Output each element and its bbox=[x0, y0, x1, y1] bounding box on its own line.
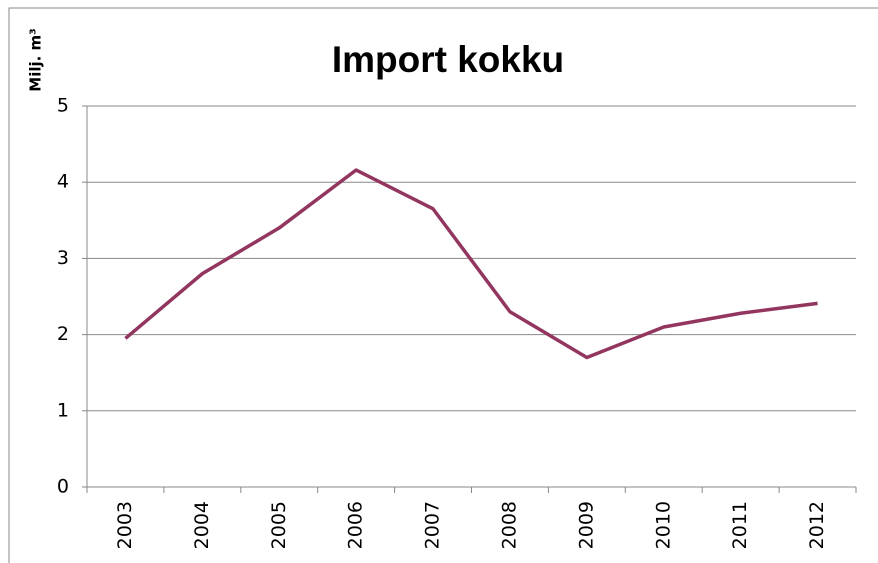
x-tick-label: 2003 bbox=[114, 501, 136, 549]
y-tick-label: 3 bbox=[57, 247, 69, 269]
data-line bbox=[124, 168, 818, 360]
y-tick-label: 2 bbox=[57, 323, 69, 345]
x-tick-label: 2012 bbox=[806, 501, 828, 549]
x-tick-label: 2010 bbox=[652, 501, 674, 549]
y-tick-label: 5 bbox=[57, 95, 69, 117]
y-tick-label: 4 bbox=[57, 171, 69, 193]
y-axis-label: Milj. m³ bbox=[27, 28, 45, 91]
x-tick-label: 2007 bbox=[422, 501, 444, 549]
x-tick-label: 2004 bbox=[191, 501, 213, 549]
chart-frame bbox=[8, 7, 878, 563]
x-tick-label: 2009 bbox=[575, 501, 597, 549]
y-tick-label: 0 bbox=[57, 476, 69, 498]
x-tick-label: 2006 bbox=[345, 501, 367, 549]
y-tick-label: 1 bbox=[57, 399, 69, 421]
x-tick-label: 2005 bbox=[268, 501, 290, 549]
chart-title: Import kokku bbox=[332, 39, 564, 80]
x-tick-label: 2008 bbox=[498, 501, 520, 549]
x-tick-label: 2011 bbox=[729, 501, 751, 549]
